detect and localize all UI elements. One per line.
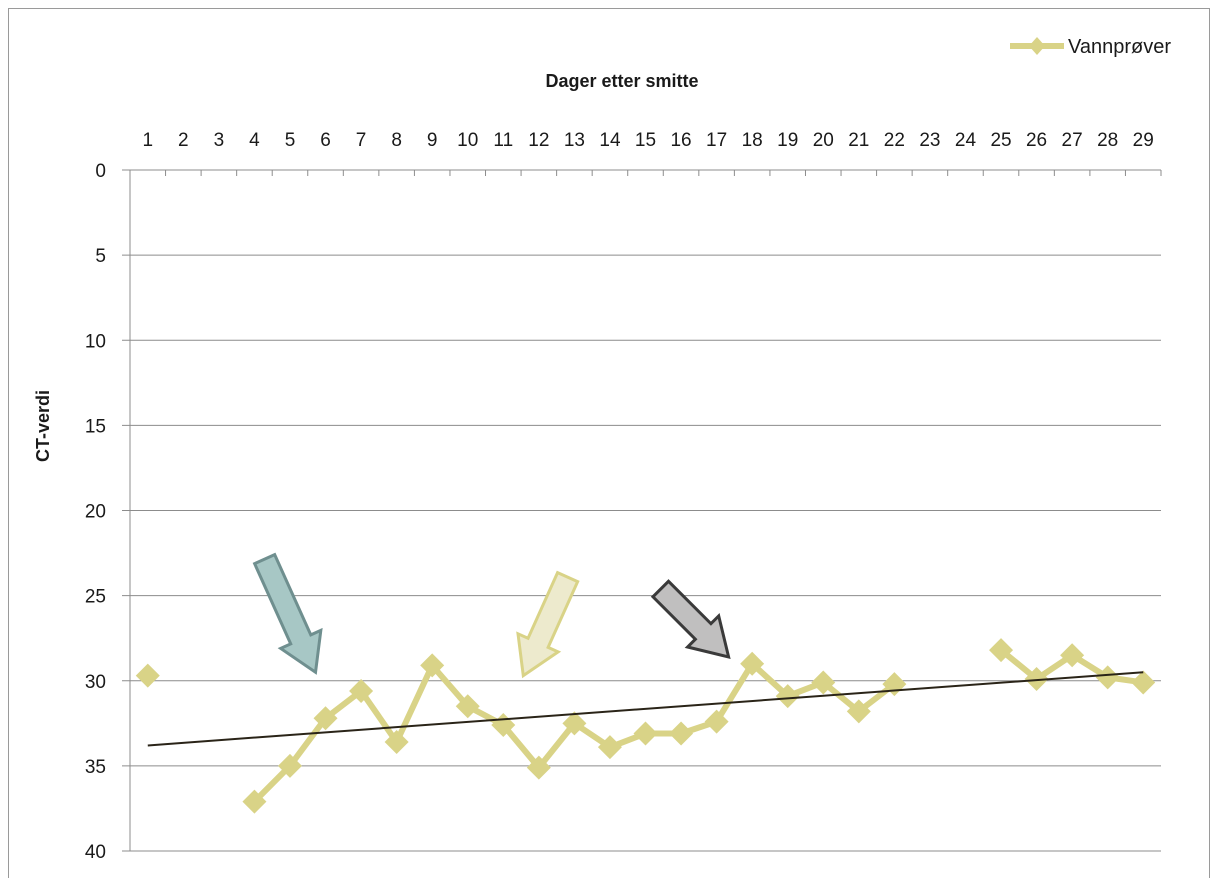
data-point [135, 663, 160, 688]
data-point [846, 699, 871, 724]
data-point [704, 709, 729, 734]
legend[interactable]: Vannprøver [1010, 36, 1171, 58]
data-point [384, 730, 409, 755]
x-axis-title: Dager etter smitte [545, 71, 698, 91]
series-layer [135, 638, 1156, 814]
x-tick-label: 10 [457, 130, 478, 151]
y-tick-label: 35 [85, 757, 106, 778]
trendline-layer [147, 671, 1144, 747]
y-tick-label: 30 [85, 672, 106, 693]
data-point [420, 653, 445, 678]
trendline [147, 671, 1144, 747]
y-tick-label: 5 [95, 246, 106, 267]
x-tick-label: 2 [178, 130, 189, 151]
data-point [669, 721, 694, 746]
data-point [526, 755, 551, 780]
x-tick-label: 13 [564, 130, 585, 151]
y-tick-label: 15 [85, 416, 106, 437]
data-point [597, 735, 622, 760]
x-tick-label: 21 [848, 130, 869, 151]
x-tick-label: 23 [919, 130, 940, 151]
data-point [1095, 665, 1120, 690]
x-tick-label: 11 [493, 130, 513, 151]
x-tick-label: 14 [599, 130, 621, 151]
x-tick-label: 9 [427, 130, 438, 151]
y-tick-label: 25 [85, 587, 106, 608]
x-tick-label: 29 [1133, 130, 1154, 151]
legend-marker-icon [1029, 37, 1045, 55]
x-tick-label: 28 [1097, 130, 1118, 151]
annotation-arrow [650, 579, 731, 659]
data-point [775, 684, 800, 709]
x-tick-label: 20 [813, 130, 834, 151]
y-tick-label: 0 [95, 161, 106, 182]
data-point [455, 694, 480, 719]
x-tick-label: 12 [528, 130, 549, 151]
x-tick-label: 27 [1062, 130, 1083, 151]
data-point [277, 753, 302, 778]
data-point [740, 651, 765, 676]
y-tick-labels: 0 5 10 15 20 25 30 35 40 [85, 161, 106, 863]
chart-frame [8, 8, 1210, 878]
data-point [1060, 643, 1085, 668]
annotation-arrows [252, 552, 731, 679]
data-point [633, 721, 658, 746]
x-tick-label: 8 [391, 130, 402, 151]
data-point [313, 706, 338, 731]
x-tick-label: 26 [1026, 130, 1047, 151]
x-tick-label: 24 [955, 130, 977, 151]
annotation-arrow [516, 570, 580, 679]
data-point [1131, 670, 1156, 695]
gridlines [130, 254, 1161, 852]
y-tick-label: 10 [85, 331, 106, 352]
data-point [242, 789, 267, 814]
x-tick-label: 4 [249, 130, 260, 151]
legend-label: Vannprøver [1068, 36, 1171, 58]
x-tick-label: 18 [742, 130, 763, 151]
data-point [349, 678, 374, 703]
x-tick-label: 1 [142, 130, 153, 151]
data-point [562, 711, 587, 736]
x-tick-label: 7 [356, 130, 367, 151]
x-tick-label: 3 [214, 130, 225, 151]
y-axis-title: CT-verdi [33, 390, 53, 462]
x-tick-label: 16 [670, 130, 691, 151]
x-tick-label: 17 [706, 130, 727, 151]
data-point [811, 670, 836, 695]
data-point [989, 638, 1014, 663]
x-tick-label: 19 [777, 130, 798, 151]
x-tick-label: 22 [884, 130, 905, 151]
x-tick-label: 6 [320, 130, 331, 151]
x-tick-label: 25 [990, 130, 1011, 151]
data-point [1024, 667, 1049, 692]
x-tick-labels: 1 2 3 4 5 6 7 8 9 10 11 12 13 14 15 16 17 18 19 20 21 22 23 24 2… [142, 130, 1153, 151]
y-tick-label: 20 [85, 502, 106, 523]
y-tick-label: 40 [85, 842, 106, 863]
x-tick-label: 15 [635, 130, 656, 151]
annotation-arrow [252, 552, 323, 675]
axes [122, 169, 1162, 852]
x-tick-label: 5 [285, 130, 296, 151]
